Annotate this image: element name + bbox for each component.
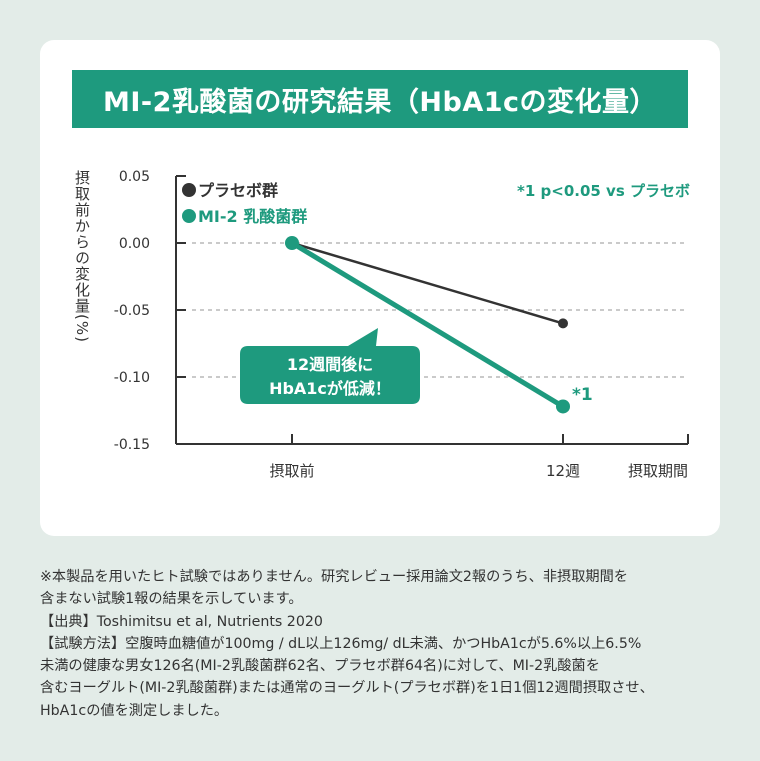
y-tick-label: 0.05 bbox=[119, 169, 150, 185]
note-line: 【試験方法】空腹時血糖値が100mg / dL以上126mg/ dL未満、かつH… bbox=[40, 635, 642, 652]
note-line: ※本製品を用いたヒト試験ではありません。研究レビュー採用論文2報のうち、非摂取期… bbox=[40, 569, 628, 585]
data-point bbox=[558, 318, 568, 329]
legend-label: MI-2 乳酸菌群 bbox=[198, 207, 307, 226]
significance-note: *1 p<0.05 vs プラセボ bbox=[517, 182, 690, 200]
note-line: 含むヨーグルト(MI-2乳酸菌群)または通常のヨーグルト(プラセボ群)を1日1個… bbox=[40, 680, 654, 697]
y-tick-label: -0.10 bbox=[114, 370, 150, 386]
chart-title: MI-2乳酸菌の研究結果（HbA1cの変化量） bbox=[72, 70, 688, 128]
callout-text: 12週間後に bbox=[287, 355, 373, 374]
x-tick-label: 摂取前 bbox=[269, 462, 314, 480]
y-tick-label: -0.15 bbox=[114, 437, 150, 453]
legend-marker bbox=[182, 183, 196, 197]
series-line-placebo bbox=[291, 241, 564, 325]
note-line: 含まない試験1報の結果を示しています。 bbox=[40, 591, 303, 608]
significance-marker: *1 bbox=[572, 385, 593, 405]
x-tick-label: 12週 bbox=[546, 462, 580, 480]
callout-bubble bbox=[240, 328, 420, 404]
y-tick-label: -0.05 bbox=[114, 303, 150, 319]
data-point bbox=[285, 236, 299, 250]
y-axis-label: 摂取前からの変化量(%) bbox=[73, 170, 91, 343]
note-line: 未満の健康な男女126名(MI-2乳酸菌群62名、プラセボ群64名)に対して、M… bbox=[40, 658, 600, 675]
callout-text: HbA1cが低減！ bbox=[269, 379, 391, 398]
x-axis-label: 摂取期間 bbox=[628, 462, 688, 480]
series-line-mi2 bbox=[290, 240, 565, 409]
legend-marker bbox=[182, 209, 196, 223]
data-point bbox=[556, 399, 570, 414]
note-line: HbA1cの値を測定しました。 bbox=[40, 702, 229, 719]
legend-label: プラセボ群 bbox=[198, 181, 278, 200]
y-tick-label: 0.00 bbox=[119, 236, 150, 252]
footnotes: ※本製品を用いたヒト試験ではありません。研究レビュー採用論文2報のうち、非摂取期… bbox=[40, 566, 730, 722]
note-line: 【出典】Toshimitsu et al, Nutrients 2020 bbox=[40, 613, 323, 630]
